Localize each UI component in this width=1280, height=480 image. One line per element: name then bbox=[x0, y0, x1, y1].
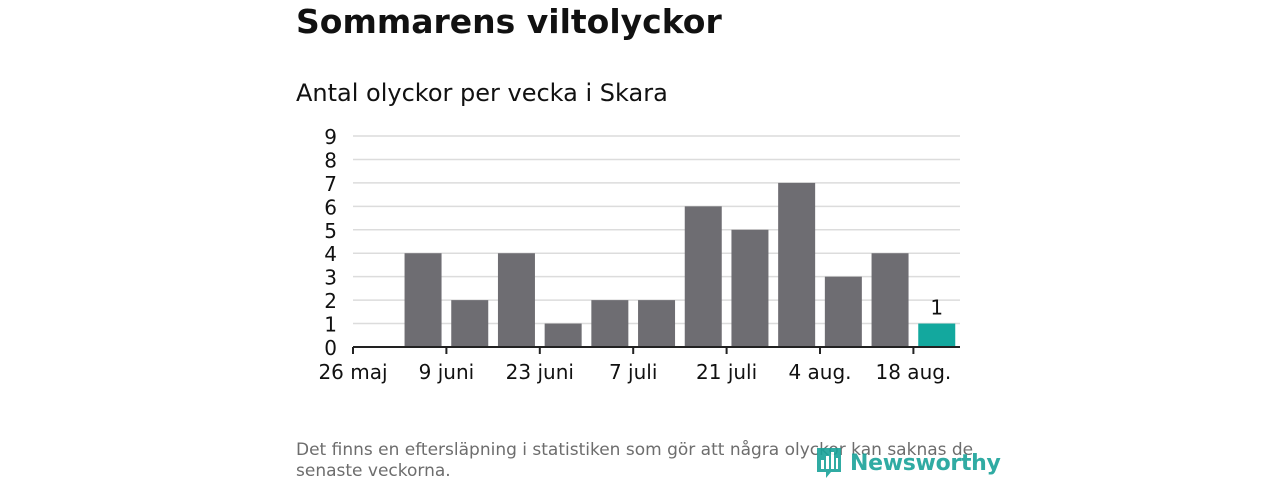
y-tick-label: 9 bbox=[324, 125, 337, 149]
y-tick-label: 6 bbox=[324, 195, 337, 219]
x-tick-label: 7 juli bbox=[609, 360, 657, 384]
bar bbox=[824, 276, 862, 347]
bar bbox=[451, 300, 489, 347]
y-tick-label: 3 bbox=[324, 266, 337, 290]
footnote: Det finns en eftersläpning i statistiken… bbox=[296, 440, 974, 480]
y-tick-label: 5 bbox=[324, 219, 337, 243]
brand-logo: Newsworthy bbox=[814, 446, 1001, 480]
x-tick-label: 18 aug. bbox=[876, 360, 952, 384]
bar bbox=[404, 253, 442, 347]
bar bbox=[497, 253, 535, 347]
y-tick-label: 1 bbox=[324, 313, 337, 337]
y-tick-label: 0 bbox=[324, 336, 337, 360]
bar bbox=[684, 206, 722, 347]
x-tick-label: 9 juni bbox=[419, 360, 475, 384]
data-label: 1 bbox=[930, 296, 943, 320]
chart-subtitle: Antal olyckor per vecka i Skara bbox=[296, 79, 668, 107]
y-tick-label: 8 bbox=[324, 148, 337, 172]
brand-name: Newsworthy bbox=[850, 450, 1001, 476]
y-tick-label: 7 bbox=[324, 172, 337, 196]
bar bbox=[731, 229, 769, 347]
x-tick-label: 4 aug. bbox=[788, 360, 851, 384]
bar bbox=[591, 300, 629, 347]
bar-chart-icon bbox=[817, 448, 841, 478]
x-tick-label: 26 maj bbox=[318, 360, 387, 384]
y-tick-label: 4 bbox=[324, 242, 337, 266]
highlighted-bar bbox=[918, 323, 956, 347]
x-tick-label: 23 juni bbox=[506, 360, 574, 384]
page-title: Sommarens viltolyckor bbox=[296, 2, 722, 41]
bar bbox=[871, 253, 909, 347]
bar bbox=[544, 323, 582, 347]
y-tick-label: 2 bbox=[324, 289, 337, 313]
bar bbox=[638, 300, 676, 347]
x-tick-label: 21 juli bbox=[696, 360, 757, 384]
bar bbox=[778, 182, 816, 347]
